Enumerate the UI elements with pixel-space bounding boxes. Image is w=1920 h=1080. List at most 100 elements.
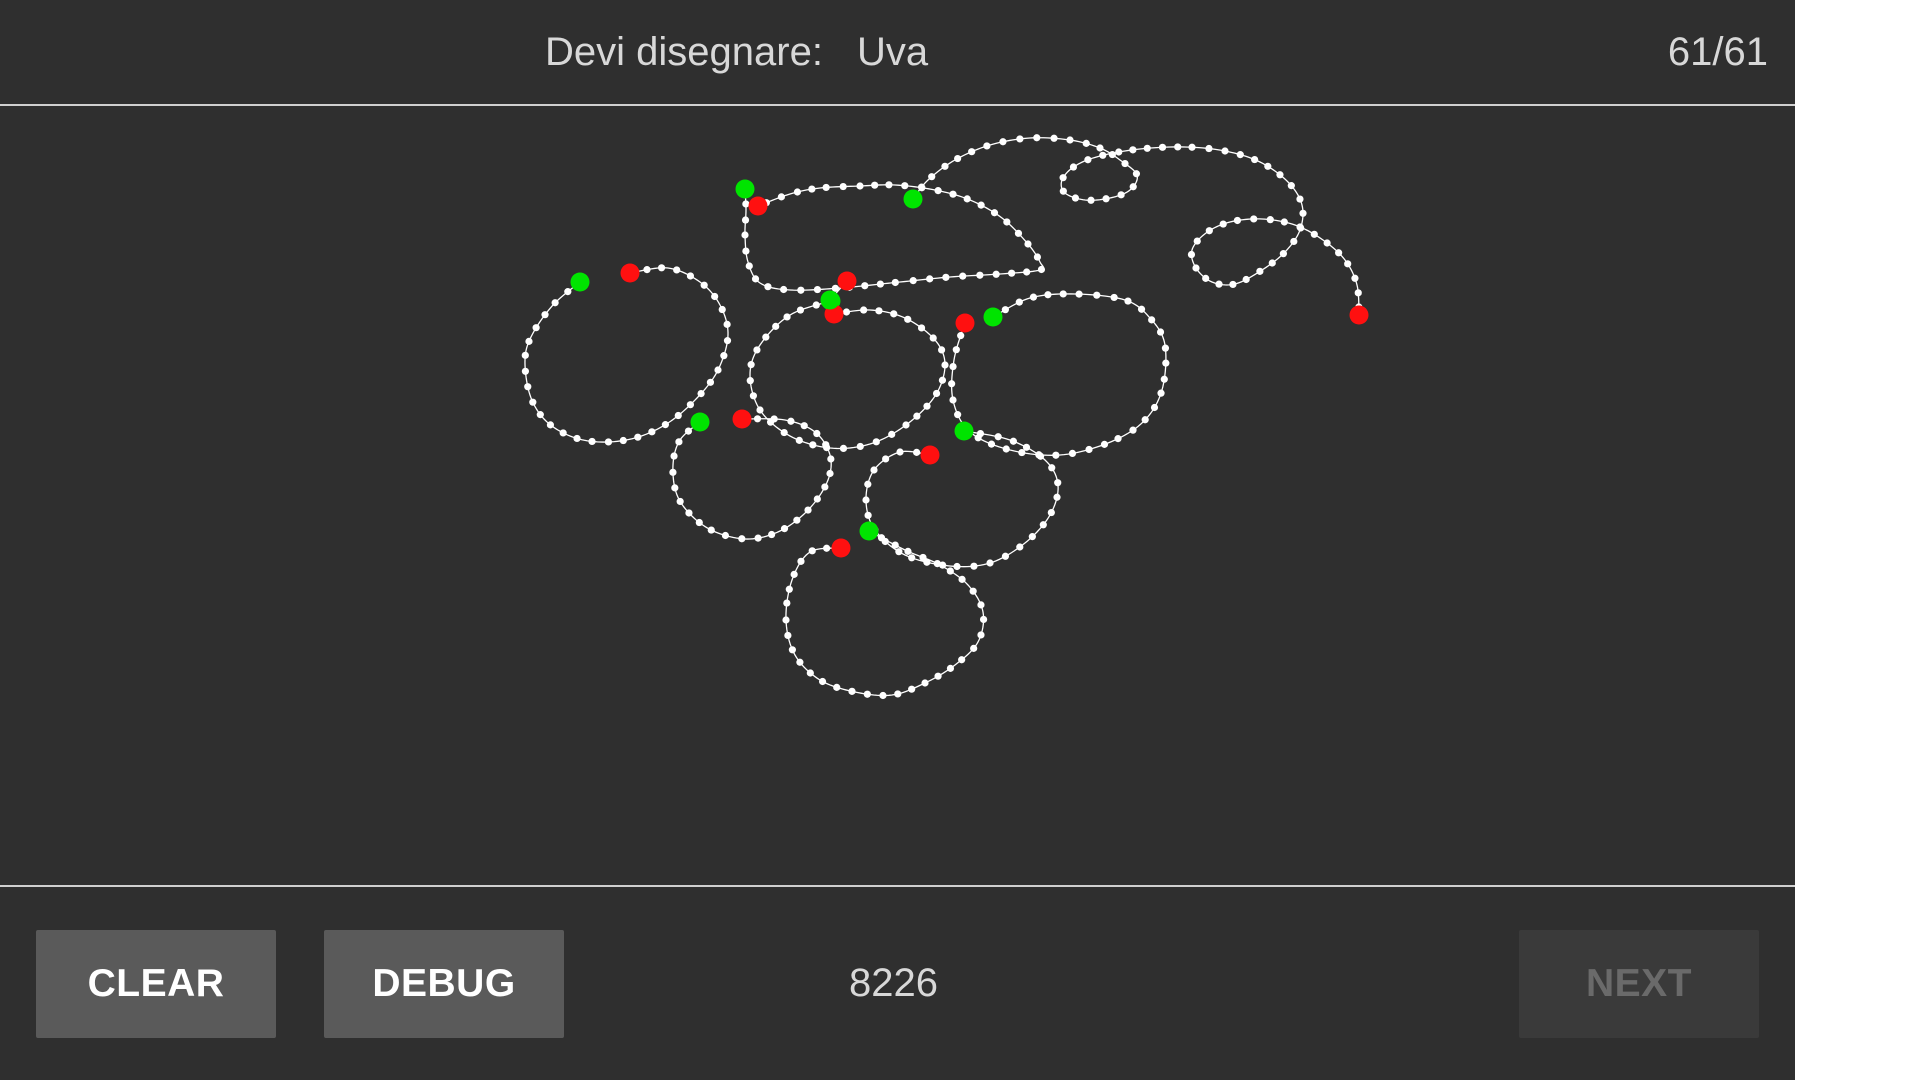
stroke-point xyxy=(772,322,780,330)
stroke-point xyxy=(777,193,785,201)
stroke-point xyxy=(1129,183,1137,191)
next-button[interactable]: NEXT xyxy=(1519,930,1759,1038)
stroke-point xyxy=(1157,389,1165,397)
stroke-point xyxy=(1174,143,1182,151)
stroke-point xyxy=(963,195,971,203)
stroke-point xyxy=(524,383,532,391)
stroke-point xyxy=(929,334,937,342)
stroke-point xyxy=(970,562,978,570)
stroke-point xyxy=(1048,464,1056,472)
stroke-point xyxy=(986,559,994,567)
stroke-point xyxy=(958,575,966,583)
stroke-point xyxy=(780,525,789,533)
stroke-point xyxy=(1014,229,1023,237)
stroke-point xyxy=(1162,359,1170,367)
stroke-point xyxy=(797,286,805,294)
stroke-point xyxy=(957,332,965,340)
stroke-point xyxy=(839,444,848,453)
stroke-point xyxy=(1044,291,1052,299)
stroke-point xyxy=(1250,215,1258,223)
stroke-point xyxy=(676,497,684,506)
debug-button[interactable]: DEBUG xyxy=(324,930,564,1038)
stroke-point xyxy=(1024,240,1032,248)
stroke-point xyxy=(848,687,856,695)
stroke-point xyxy=(1193,237,1201,245)
stroke-point xyxy=(941,162,949,170)
stroke-point xyxy=(979,615,988,624)
stroke-point xyxy=(942,273,950,281)
stroke-point xyxy=(833,683,841,691)
stroke-point xyxy=(1059,290,1067,298)
stroke-point xyxy=(753,415,762,423)
stroke-point xyxy=(908,554,916,562)
stroke-point xyxy=(1299,209,1307,217)
stroke-point xyxy=(909,277,917,285)
stroke-point xyxy=(1310,230,1318,238)
drawing-canvas[interactable] xyxy=(0,106,1795,885)
stroke-point xyxy=(1335,249,1343,257)
stroke-point xyxy=(714,366,722,374)
stroke-point xyxy=(1150,403,1159,412)
stroke-point xyxy=(1015,298,1023,306)
stroke-point xyxy=(954,411,962,419)
stroke-point xyxy=(1205,227,1213,235)
stroke-point xyxy=(1029,293,1038,301)
clear-button[interactable]: CLEAR xyxy=(36,930,276,1038)
stroke-point xyxy=(684,427,693,435)
stroke-point xyxy=(1052,451,1060,459)
stroke-point xyxy=(1039,521,1047,529)
stroke-point xyxy=(1276,171,1284,179)
stroke-point xyxy=(1290,237,1298,246)
stroke-point xyxy=(669,468,677,476)
stroke-point xyxy=(1129,426,1137,434)
stroke-point xyxy=(1354,289,1362,297)
stroke-point xyxy=(976,271,984,279)
stroke-point xyxy=(742,247,750,255)
stroke-point xyxy=(1192,264,1200,272)
stroke-start-marker xyxy=(735,179,755,199)
stroke-point xyxy=(1148,316,1156,324)
stroke-point xyxy=(987,440,996,448)
stroke-point xyxy=(891,541,899,549)
stroke-point xyxy=(809,441,817,449)
stroke-point xyxy=(1256,267,1264,275)
stroke-point xyxy=(983,142,991,150)
stroke-point xyxy=(1100,440,1109,448)
stroke-point xyxy=(529,398,537,406)
stroke-point xyxy=(751,275,760,283)
stroke-point xyxy=(827,455,835,463)
stroke-point xyxy=(1016,543,1024,551)
footer-divider xyxy=(0,885,1795,887)
stroke-point xyxy=(933,559,941,568)
stroke-end-marker xyxy=(955,313,975,333)
stroke-point xyxy=(913,448,921,456)
stroke-point xyxy=(671,484,679,492)
stroke-point xyxy=(723,320,731,328)
stroke-point xyxy=(619,436,627,445)
stroke-point xyxy=(968,148,976,156)
stroke-point xyxy=(1096,144,1104,152)
stroke-point xyxy=(1016,135,1024,143)
stroke-point xyxy=(796,658,804,666)
stroke-point xyxy=(860,306,868,314)
stroke-point xyxy=(784,631,792,640)
stroke-point xyxy=(643,266,651,274)
stroke-point xyxy=(604,438,613,446)
stroke-point xyxy=(546,421,555,429)
stroke-point xyxy=(1351,274,1359,282)
stroke-point xyxy=(946,664,955,672)
stroke-point xyxy=(706,378,715,386)
stroke-point xyxy=(1084,156,1092,164)
stroke-point xyxy=(749,392,758,400)
stroke-point xyxy=(634,433,642,441)
stroke-point xyxy=(797,557,805,565)
stroke-point xyxy=(952,346,960,354)
stroke-point xyxy=(959,272,967,280)
stroke-point xyxy=(969,587,977,595)
stroke-point xyxy=(1054,479,1062,487)
stroke-point xyxy=(686,272,695,280)
stroke-point xyxy=(521,367,530,375)
stroke-point xyxy=(1037,265,1046,274)
stroke-point xyxy=(1280,218,1288,226)
stroke-point xyxy=(741,231,749,239)
